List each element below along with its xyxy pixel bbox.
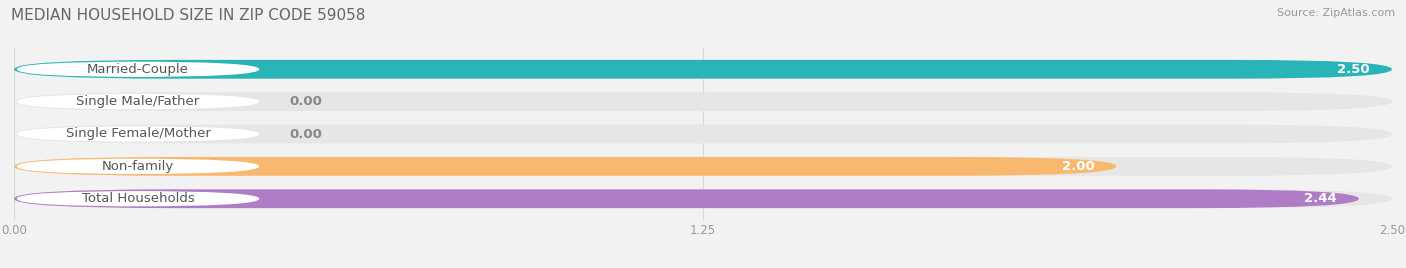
- FancyBboxPatch shape: [17, 94, 259, 109]
- Text: Single Female/Mother: Single Female/Mother: [66, 128, 211, 140]
- FancyBboxPatch shape: [17, 126, 259, 142]
- FancyBboxPatch shape: [17, 191, 259, 206]
- Text: 2.50: 2.50: [1337, 63, 1369, 76]
- Text: 0.00: 0.00: [290, 128, 322, 140]
- FancyBboxPatch shape: [14, 92, 1392, 111]
- FancyBboxPatch shape: [14, 189, 1392, 208]
- Text: 2.00: 2.00: [1062, 160, 1094, 173]
- Text: Total Households: Total Households: [82, 192, 194, 205]
- FancyBboxPatch shape: [14, 60, 1392, 79]
- Text: 0.00: 0.00: [290, 95, 322, 108]
- Text: MEDIAN HOUSEHOLD SIZE IN ZIP CODE 59058: MEDIAN HOUSEHOLD SIZE IN ZIP CODE 59058: [11, 8, 366, 23]
- FancyBboxPatch shape: [17, 62, 259, 77]
- Text: Non-family: Non-family: [103, 160, 174, 173]
- FancyBboxPatch shape: [17, 159, 259, 174]
- FancyBboxPatch shape: [14, 125, 1392, 143]
- FancyBboxPatch shape: [14, 157, 1116, 176]
- Text: Married-Couple: Married-Couple: [87, 63, 188, 76]
- Text: 2.44: 2.44: [1305, 192, 1337, 205]
- FancyBboxPatch shape: [14, 189, 1358, 208]
- Text: Source: ZipAtlas.com: Source: ZipAtlas.com: [1277, 8, 1395, 18]
- FancyBboxPatch shape: [14, 60, 1392, 79]
- Text: Single Male/Father: Single Male/Father: [76, 95, 200, 108]
- FancyBboxPatch shape: [14, 157, 1392, 176]
